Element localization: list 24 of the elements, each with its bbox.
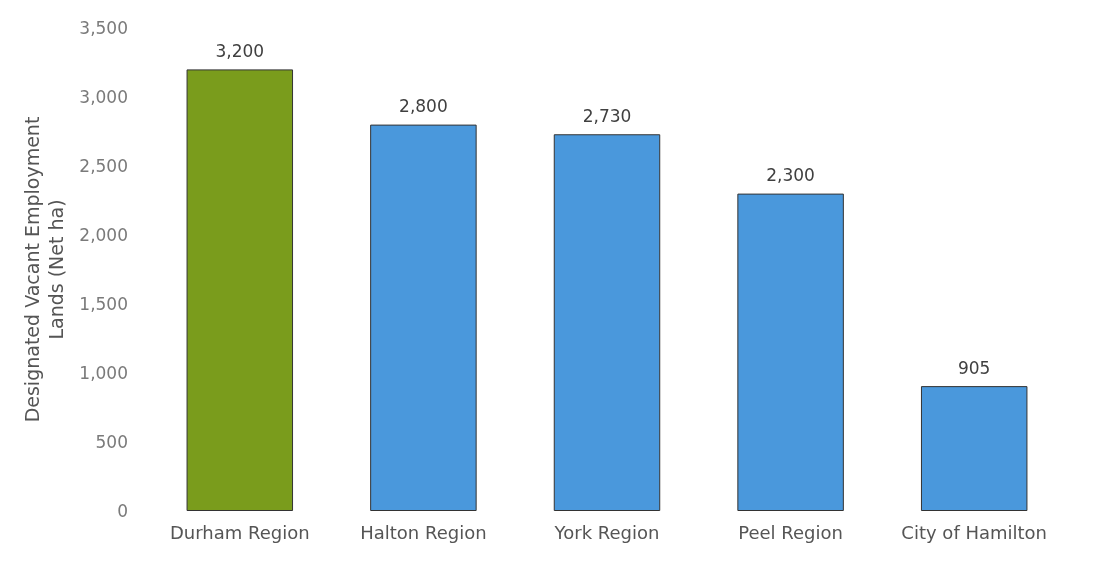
x-tick-label: Durham Region [169,521,310,543]
x-tick-label: York Region [553,521,660,543]
data-label: 3,200 [215,40,265,61]
y-tick-label: 2,500 [79,156,128,176]
x-tick-label: Halton Region [360,521,487,543]
data-label: 2,730 [582,105,632,126]
data-label: 905 [957,357,991,378]
bar [553,134,661,511]
y-tick-label: 3,500 [79,18,128,38]
y-axis-title: Designated Vacant Employment Lands (Net ha) [21,116,68,423]
y-tick-label: 1,000 [79,363,128,383]
y-tick-label: 1,500 [79,294,128,314]
y-tick-label: 3,000 [79,87,128,107]
bar [370,124,477,511]
data-label: 2,800 [399,96,448,117]
x-tick-label: Peel Region [738,521,843,543]
bar [737,193,844,511]
y-tick-label: 0 [117,501,128,521]
y-tick-label: 500 [95,432,128,452]
y-tick-label: 2,000 [79,225,128,245]
bar [186,69,294,511]
x-tick-label: City of Hamilton [901,521,1048,543]
bar [920,386,1028,511]
data-label: 2,300 [766,165,815,186]
